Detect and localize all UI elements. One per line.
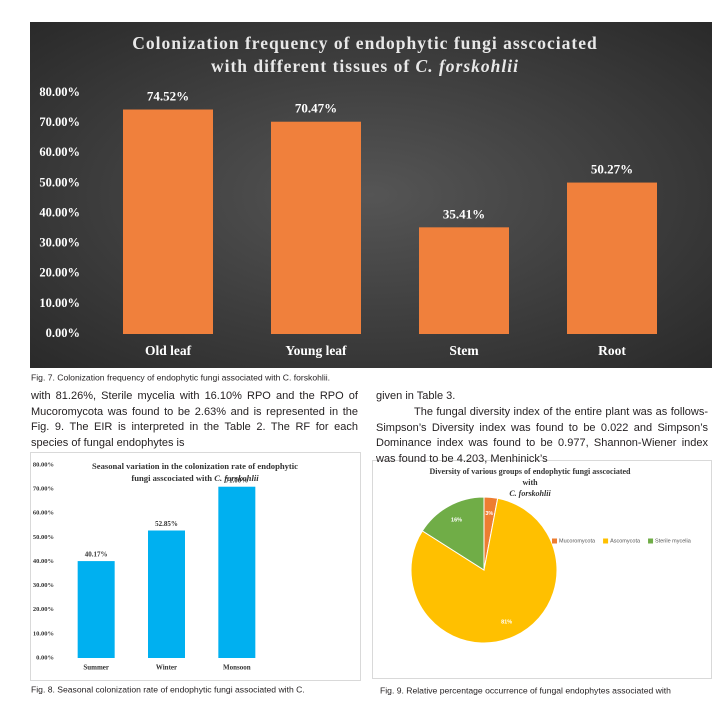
chart-title: with [522,478,538,487]
data-label: 71.00% [225,476,248,484]
y-tick-label: 10.00% [33,630,54,637]
y-tick-label: 60.00% [33,510,54,517]
bar [218,486,256,658]
bar [123,109,213,334]
y-tick-label: 0.00% [46,326,80,340]
x-tick-label: Old leaf [145,343,192,358]
legend-swatch [603,538,609,544]
chart-title: fungi asscociated with C. forskohlii [131,473,259,483]
paragraph: given in Table 3. [376,390,456,402]
x-tick-label: Stem [449,343,479,358]
x-tick-label: Winter [156,664,177,672]
y-tick-label: 40.00% [39,205,80,219]
y-tick-label: 70.00% [33,486,54,493]
y-tick-label: 50.00% [39,175,80,189]
caption: Fig. 8. Seasonal colonization rate of en… [31,684,305,694]
pie-slice [410,497,558,644]
legend-label: Mucoromycota [559,538,596,544]
x-tick-label: Monsoon [223,664,251,672]
chart-title: with different tissues of C. forskohlii [211,56,519,76]
data-label: 16% [451,518,462,524]
y-tick-label: 20.00% [39,266,80,280]
bar [77,561,115,658]
pie-slice [421,496,485,571]
y-tick-label: 30.00% [33,582,54,589]
chart-title: Colonization frequency of endophytic fun… [132,33,597,53]
chart-title: Seasonal variation in the colonization r… [92,461,298,471]
x-tick-label: Young leaf [285,343,347,358]
title-part: C. forskohlii [212,473,259,483]
data-label: 70.47% [295,101,337,116]
data-label: 74.52% [147,88,189,103]
legend-label: Ascomycota [610,538,641,544]
bar [148,530,185,658]
data-label: 3% [485,511,493,517]
data-label: 81% [501,620,512,626]
title-part: C. forskohlii [410,56,519,76]
paragraph: The fungal diversity index of the entire… [376,406,708,465]
title-part: with different tissues of [211,56,410,76]
bar [419,227,509,334]
data-label: 40.17% [85,551,108,559]
y-tick-label: 80.00% [39,85,80,99]
title-part: fungi asscociated with [131,473,212,483]
y-tick-label: 80.00% [33,461,54,468]
title-part: Seasonal variation in the colonization r… [92,461,298,471]
x-tick-label: Root [598,343,626,358]
y-tick-label: 20.00% [33,606,54,613]
data-label: 35.41% [443,206,485,221]
title-part: Diversity of various groups of endophyti… [430,467,632,476]
y-tick-label: 40.00% [33,558,54,565]
caption: Fig. 9. Relative percentage occurrence o… [380,685,671,695]
y-tick-label: 50.00% [33,534,54,541]
y-tick-label: 30.00% [39,236,80,250]
legend-swatch [552,538,557,544]
legend-swatch [648,538,654,544]
chart-title: C. forskohlii [509,489,551,498]
y-tick-label: 10.00% [39,296,80,310]
data-label: 52.85% [155,520,178,528]
x-tick-label: Summer [83,664,109,672]
legend-label: Sterile mycelia [655,538,692,544]
y-tick-label: 0.00% [36,654,54,661]
y-tick-label: 60.00% [39,145,80,159]
data-label: 50.27% [591,162,633,177]
title-part: Colonization frequency of endophytic fun… [132,33,597,53]
title-part: C. forskohlii [509,489,551,498]
title-part: with [522,478,538,487]
bar [271,121,361,334]
chart-title: Diversity of various groups of endophyti… [430,467,632,476]
caption: Fig. 7. Colonization frequency of endoph… [31,372,330,382]
bar [567,182,657,334]
paragraph: with 81.26%, Sterile mycelia with 16.10%… [31,390,358,449]
y-tick-label: 70.00% [39,115,80,129]
